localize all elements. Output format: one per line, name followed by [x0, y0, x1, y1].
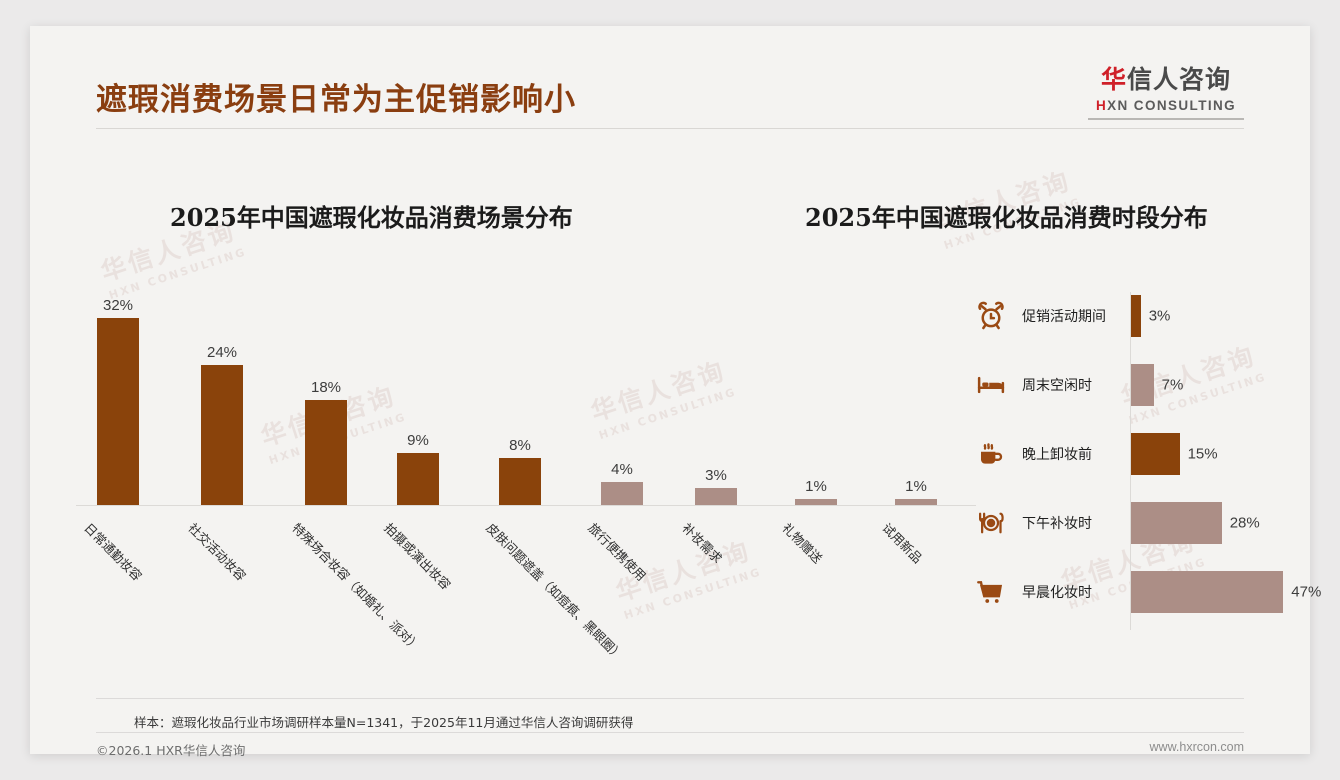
category-label: 社交活动妆容: [185, 520, 249, 584]
bar-row: 周末空闲时 7%: [960, 357, 1300, 413]
bar-item: 18%: [300, 379, 352, 505]
slide-canvas: 华信人咨询 HXN CONSULTING 华信人咨询 HXN CONSULTIN…: [30, 26, 1321, 758]
bar: [397, 452, 439, 505]
logo-english-text: HXN CONSULTING: [1088, 98, 1244, 113]
bar-value-label: 28%: [1229, 514, 1260, 532]
alarm-clock-icon: [976, 301, 1006, 331]
brand-logo: 华信人咨询 HXN CONSULTING: [1088, 60, 1244, 120]
coffee-mug-icon: [976, 439, 1006, 469]
category-label: 拍摄或演出妆容: [381, 520, 454, 593]
chart-axis-line: [1130, 292, 1131, 630]
footer-divider-bottom: [96, 732, 1244, 733]
bar-item: 32%: [92, 297, 144, 505]
bar: [499, 458, 541, 505]
bar: [1131, 295, 1141, 337]
bar-value-label: 9%: [407, 431, 429, 449]
bar-value-label: 15%: [1187, 445, 1218, 463]
bar-value-label: 18%: [310, 379, 342, 396]
bar-value-label: 3%: [705, 466, 727, 484]
sample-note: 样本：遮瑕化妆品行业市场调研样本量N=1341，于2025年11月通过华信人咨询…: [134, 715, 634, 730]
logo-cn-highlight: 华: [1100, 65, 1127, 94]
logo-cn-rest: 信人咨询: [1127, 65, 1232, 94]
category-label: 早晨化妆时: [1022, 585, 1092, 601]
bar: [1131, 571, 1284, 613]
bar-value-label: 1%: [805, 478, 827, 496]
bar-value-label: 3%: [1148, 307, 1171, 325]
bar-item: 8%: [494, 437, 546, 505]
category-label: 周末空闲时: [1022, 378, 1092, 394]
bar-value-label: 32%: [102, 297, 134, 315]
category-label: 补妆需求: [679, 520, 726, 567]
logo-chinese-text: 华信人咨询: [1088, 60, 1244, 96]
category-label: 下午补妆时: [1022, 516, 1092, 532]
bar-item: 9%: [392, 432, 444, 505]
category-label: 旅行便携使用: [585, 520, 649, 584]
slide-header: 遮瑕消费场景日常为主促销影响小 华信人咨询 HXN CONSULTING: [30, 26, 1310, 132]
bar-row: 晚上卸妆前 15%: [960, 426, 1300, 482]
bar: [1131, 502, 1222, 544]
bar: [895, 499, 937, 505]
logo-underline: [1088, 118, 1244, 120]
category-label: 日常通勤妆容: [81, 520, 145, 584]
footer-divider-top: [96, 698, 1244, 699]
bar: [601, 481, 643, 505]
website-url[interactable]: www.hxrcon.com: [1149, 740, 1244, 754]
logo-en-highlight: H: [1095, 98, 1108, 113]
bar: [1131, 433, 1180, 475]
category-label: 试用新品: [879, 520, 926, 567]
right-chart-title: 2025年中国遮瑕化妆品消费时段分布: [805, 203, 1208, 232]
left-chart-title: 2025年中国遮瑕化妆品消费场景分布: [170, 203, 573, 232]
shopping-cart-icon: [976, 577, 1006, 607]
bar-value-label: 4%: [611, 460, 633, 478]
bar: [201, 365, 243, 505]
bar-item: 1%: [890, 478, 942, 505]
bar-row: 早晨化妆时 47%: [960, 564, 1321, 620]
bar-row: 下午补妆时 28%: [960, 495, 1300, 551]
bar-item: 3%: [690, 467, 742, 505]
plate-cutlery-icon: [976, 508, 1006, 538]
logo-en-rest: XN CONSULTING: [1107, 98, 1237, 113]
bar: [795, 499, 837, 505]
category-label: 晚上卸妆前: [1022, 447, 1092, 463]
bed-icon: [976, 370, 1006, 400]
chart-baseline: [76, 505, 976, 506]
bar-item: 24%: [196, 344, 248, 505]
bar-value-label: 47%: [1291, 583, 1322, 601]
bar-value-label: 1%: [905, 478, 927, 496]
category-label: 促销活动期间: [1022, 309, 1106, 325]
bar-item: 4%: [596, 461, 648, 505]
copyright-text: ©2026.1 HXR华信人咨询: [96, 743, 246, 758]
time-slot-distribution-bar-chart: 促销活动期间 3% 周末空闲时 7% 晚上卸妆前 15% 下午补妆时 28% 早晨化妆时 47%: [960, 288, 1321, 633]
page-title: 遮瑕消费场景日常为主促销影响小: [96, 82, 576, 118]
bar-item: 1%: [790, 478, 842, 505]
bar-value-label: 8%: [509, 437, 531, 455]
bar: [695, 487, 737, 505]
category-label: 礼物赠送: [779, 520, 826, 567]
bar-row: 促销活动期间 3%: [960, 288, 1300, 344]
header-divider: [96, 128, 1244, 129]
bar-value-label: 7%: [1161, 376, 1184, 394]
bar: [305, 400, 347, 505]
bar-value-label: 24%: [206, 344, 238, 361]
bar: [97, 318, 139, 505]
scenario-distribution-bar-chart: 32% 24% 18% 9% 8% 4% 3% 1% 1% 日常通勤妆容 社交活动妆容 特殊场合妆容…: [76, 276, 976, 663]
bar: [1131, 364, 1154, 406]
